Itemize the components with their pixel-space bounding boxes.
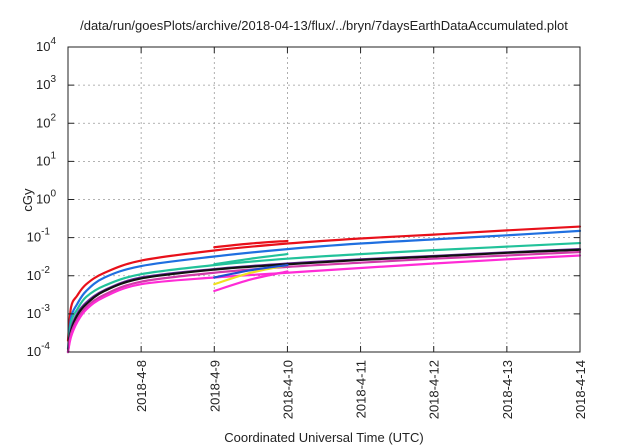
series-line (66, 254, 582, 354)
x-tick-label: 2018-4-10 (280, 360, 295, 419)
y-tick-label: 10-3 (27, 303, 51, 321)
series-line (66, 248, 582, 354)
x-axis-label: Coordinated Universal Time (UTC) (224, 430, 423, 445)
series-line (213, 264, 289, 279)
x-tick-label: 2018-4-14 (573, 360, 588, 419)
y-tick-label: 103 (36, 74, 56, 92)
x-tick-label: 2018-4-8 (134, 360, 149, 412)
y-tick-label: 100 (36, 189, 56, 207)
x-tick-label: 2018-4-9 (207, 360, 222, 412)
y-tick-label: 101 (36, 150, 56, 168)
y-tick-label: 10-2 (27, 265, 51, 283)
x-tick-label: 2018-4-13 (500, 360, 515, 419)
series-layer (66, 225, 582, 354)
series-line (66, 250, 582, 354)
series-line (213, 252, 289, 266)
y-tick-label: 10-1 (27, 227, 51, 245)
ticks: 10-4 10-3 10-2 10-1 100 101 102 103 104 2018-4-8 2… (27, 36, 588, 419)
series-line (213, 270, 289, 293)
chart-title: /data/run/goesPlots/archive/2018-04-13/f… (80, 18, 568, 33)
x-tick-label: 2018-4-11 (354, 360, 369, 418)
grid (68, 47, 580, 352)
y-axis-label: cGy (20, 188, 35, 212)
series-line (213, 239, 289, 249)
y-tick-label: 104 (36, 36, 56, 54)
series-line (66, 225, 582, 342)
series-line (66, 229, 582, 351)
x-tick-label: 2018-4-12 (427, 360, 442, 419)
series-line (66, 241, 582, 354)
y-tick-label: 10-4 (27, 341, 51, 359)
y-tick-label: 102 (36, 112, 56, 130)
